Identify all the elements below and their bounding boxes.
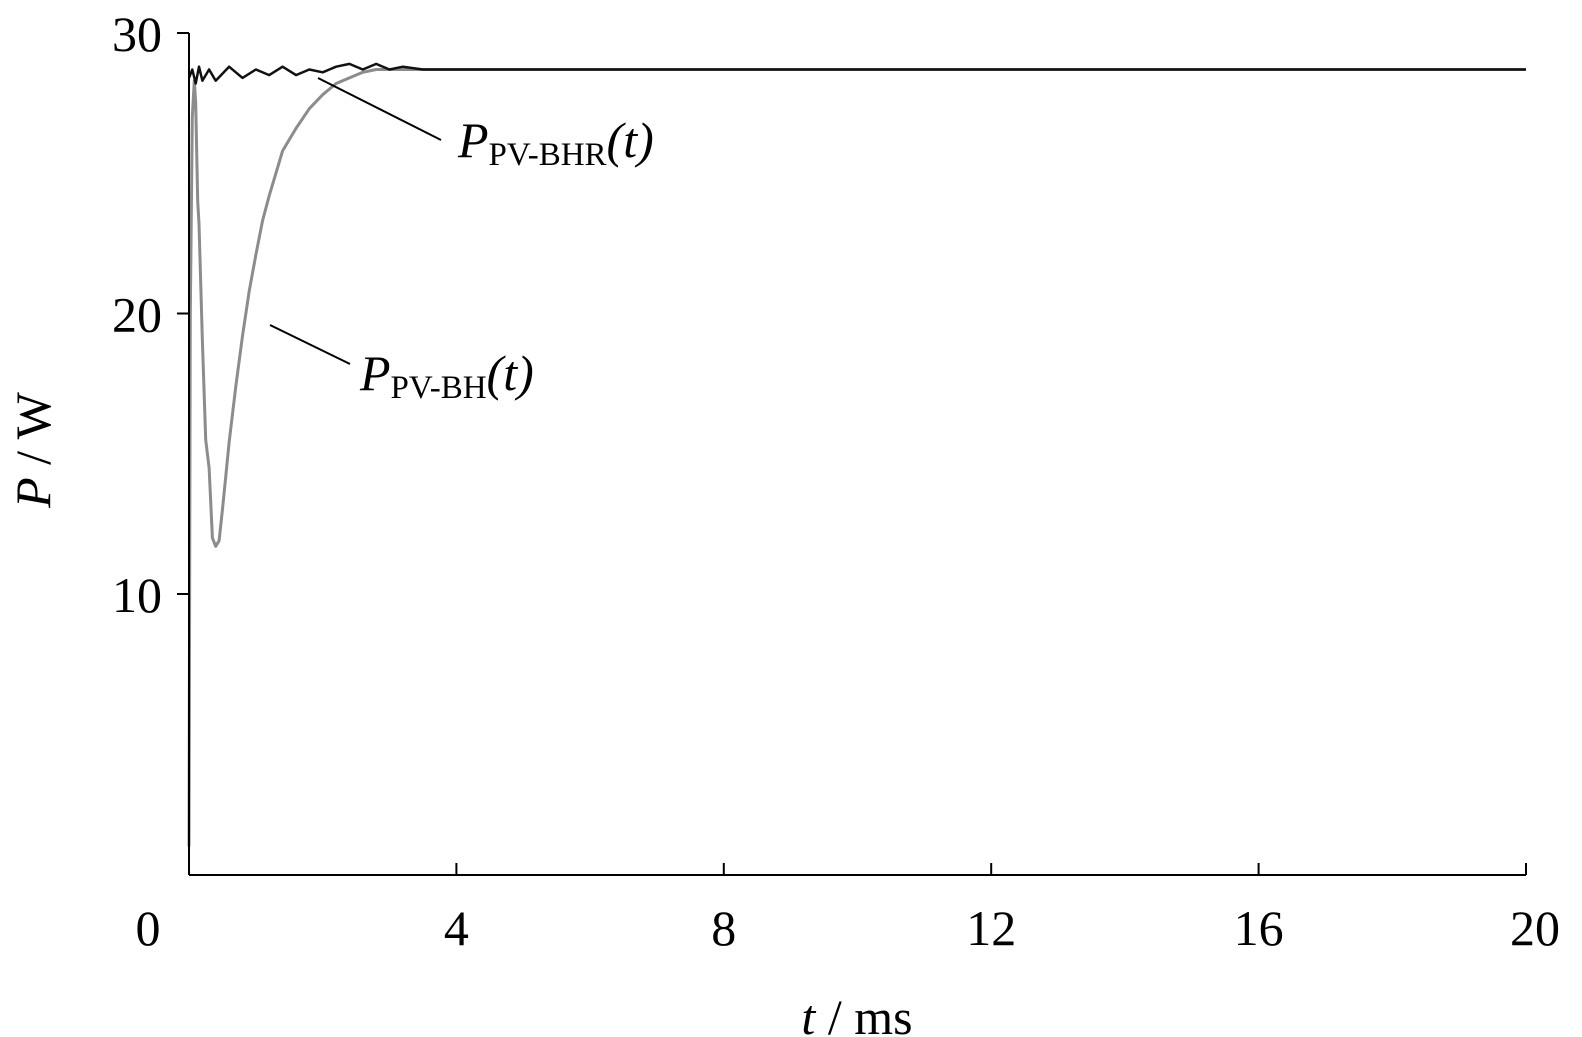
x-tick-label: 20 [1510, 900, 1560, 956]
annotation-leader-ppv-bh [269, 324, 351, 365]
x-tick-label: 16 [1234, 900, 1284, 956]
series-line-ppv-bh [187, 68, 1526, 847]
annotation-ppv-bh: PPV-BH(t) [269, 324, 534, 406]
annotation-ppv-bhr: PPV-BHR(t) [317, 77, 654, 173]
y-tick-label: 10 [112, 567, 162, 623]
x-tick-label: 8 [711, 900, 736, 956]
y-axis-variable: P [5, 477, 61, 509]
x-tick-label: 0 [136, 900, 161, 956]
series-lines [187, 62, 1526, 847]
x-axis-unit: / ms [815, 989, 912, 1037]
axes [188, 33, 1526, 876]
x-tick-label: 12 [966, 900, 1016, 956]
x-axis-label: t / ms [801, 989, 912, 1037]
x-tick-label: 4 [444, 900, 469, 956]
series-line-ppv-bhr [187, 62, 1526, 85]
axis-ticks: 0 4 8 12 16 20 10 20 30 [112, 6, 1560, 956]
y-axis-label: P / W [5, 391, 61, 509]
annotation-label-ppv-bh: PPV-BH(t) [359, 345, 534, 406]
y-tick-label: 30 [112, 6, 162, 62]
x-axis-variable: t [801, 989, 816, 1037]
annotation-label-ppv-bhr: PPV-BHR(t) [457, 112, 654, 173]
annotation-leader-ppv-bhr [317, 77, 442, 141]
y-axis-unit: / W [5, 391, 61, 477]
y-tick-label: 20 [112, 287, 162, 343]
